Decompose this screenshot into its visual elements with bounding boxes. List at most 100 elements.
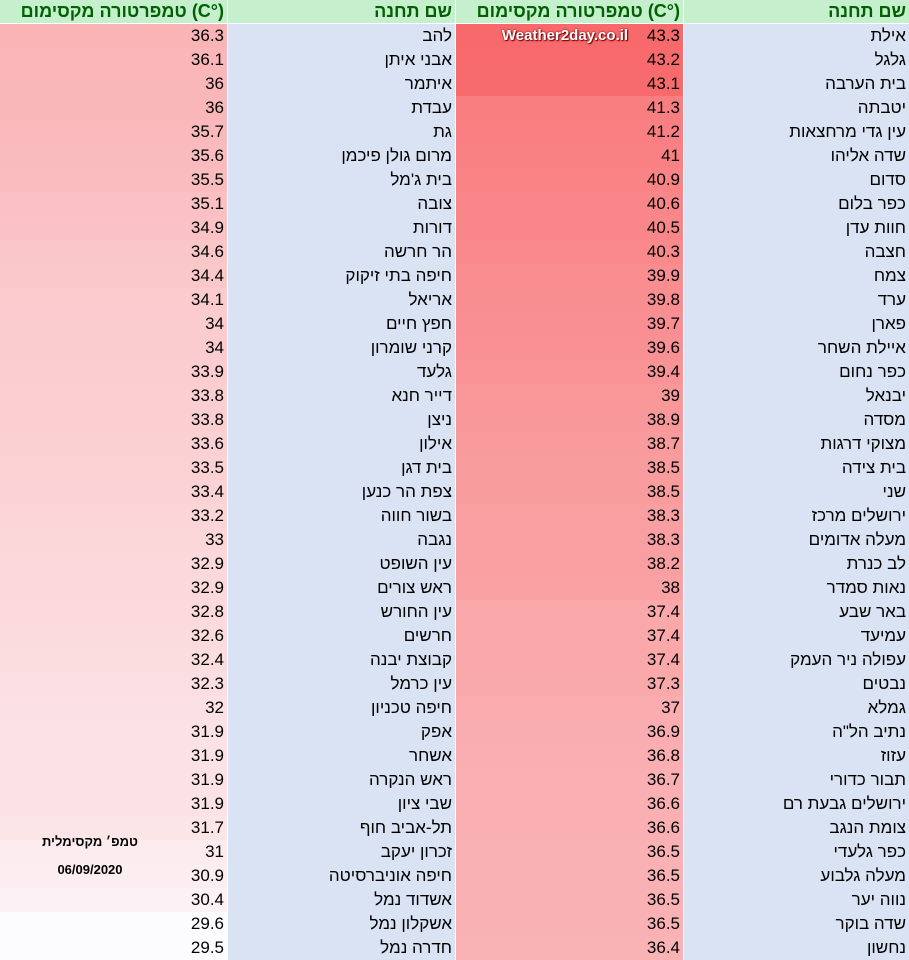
station-name-cell: חוות עדן	[684, 216, 909, 240]
station-name-cell: הר חרשה	[228, 240, 455, 264]
max-temp-cell: 39.4	[456, 360, 683, 384]
station-name-cell: שבי ציון	[228, 792, 455, 816]
station-name-cell: עזוז	[684, 744, 909, 768]
max-temp-cell: 36.6	[456, 816, 683, 840]
max-temp-cell: 34.9	[0, 216, 227, 240]
station-name-cell: מצוקי דרגות	[684, 432, 909, 456]
station-name-cell: צפת הר כנען	[228, 480, 455, 504]
max-temp-cell: 31.9	[0, 744, 227, 768]
header-station-left: שם תחנה	[228, 0, 455, 23]
max-temp-cell: 34.4	[0, 264, 227, 288]
station-name-cell: צובה	[228, 192, 455, 216]
station-name-cell: ניצן	[228, 408, 455, 432]
station-name-cell: להב	[228, 24, 455, 48]
station-name-cell: צמח	[684, 264, 909, 288]
station-name-cell: עבדת	[228, 96, 455, 120]
max-temp-cell: 36.8	[456, 744, 683, 768]
max-temp-cell: 31.7	[0, 816, 227, 840]
max-temp-cell: 36.7	[456, 768, 683, 792]
max-temp-cell: 33.4	[0, 480, 227, 504]
max-temp-cell: 40.5	[456, 216, 683, 240]
max-temp-cell: 32.4	[0, 648, 227, 672]
max-temp-cell: 32.3	[0, 672, 227, 696]
max-temp-cell: 33.8	[0, 384, 227, 408]
max-temp-cell: 37.4	[456, 600, 683, 624]
station-name-cell: אילת	[684, 24, 909, 48]
max-temp-cell: 39.7	[456, 312, 683, 336]
station-name-cell: חדרה נמל	[228, 936, 455, 960]
station-name-cell: עפולה ניר העמק	[684, 648, 909, 672]
max-temp-cell: 30.9	[0, 864, 227, 888]
header-station-right: שם תחנה	[684, 0, 909, 23]
station-name-cell: פארן	[684, 312, 909, 336]
stations-column-right: אילת גלגל בית הערבה יטבתה עין גדי מרחצאות שדה…	[684, 24, 909, 960]
station-name-cell: לב כנרת	[684, 552, 909, 576]
temps-column-right: 43.3 43.2 43.1 41.3 41.2 41 40.9 40.6 40.5 40.3 39…	[456, 24, 683, 960]
station-name-cell: בית ג'מל	[228, 168, 455, 192]
max-temp-cell: 36	[0, 96, 227, 120]
max-temp-cell: 43.1	[456, 72, 683, 96]
max-temp-cell: 36.5	[456, 840, 683, 864]
max-temp-cell: 40.9	[456, 168, 683, 192]
max-temp-cell: 33	[0, 528, 227, 552]
station-name-cell: דייר חנא	[228, 384, 455, 408]
station-name-cell: נתיב הל"ה	[684, 720, 909, 744]
header-label: שם תחנה	[828, 1, 906, 21]
max-temp-cell: 38.3	[456, 504, 683, 528]
station-name-cell: שני	[684, 480, 909, 504]
max-temp-cell: 33.8	[0, 408, 227, 432]
station-name-cell: נחשון	[684, 936, 909, 960]
max-temp-cell: 36.6	[456, 792, 683, 816]
station-name-cell: אפק	[228, 720, 455, 744]
station-name-cell: אשקלון נמל	[228, 912, 455, 936]
station-name-cell: איתמר	[228, 72, 455, 96]
station-name-cell: שדה אליהו	[684, 144, 909, 168]
station-name-cell: גת	[228, 120, 455, 144]
max-temp-cell: 35.7	[0, 120, 227, 144]
station-name-cell: בית דגן	[228, 456, 455, 480]
max-temp-cell: 31.9	[0, 792, 227, 816]
header-label: טמפרטורה מקסימום (C°)	[476, 1, 680, 21]
station-name-cell: קבוצת יבנה	[228, 648, 455, 672]
max-temp-cell: 35.1	[0, 192, 227, 216]
max-temp-cell: 43.2	[456, 48, 683, 72]
station-name-cell: באר שבע	[684, 600, 909, 624]
station-name-cell: דורות	[228, 216, 455, 240]
max-temp-cell: 38	[456, 576, 683, 600]
max-temp-cell: 34	[0, 312, 227, 336]
max-temp-cell: 29.6	[0, 912, 227, 936]
station-name-cell: שדה בוקר	[684, 912, 909, 936]
station-name-cell: גלגל	[684, 48, 909, 72]
max-temp-cell: 34.6	[0, 240, 227, 264]
max-temp-cell: 36.1	[0, 48, 227, 72]
max-temp-cell: 36.9	[456, 720, 683, 744]
station-name-cell: נווה יער	[684, 888, 909, 912]
station-name-cell: בית הערבה	[684, 72, 909, 96]
station-name-cell: עין גדי מרחצאות	[684, 120, 909, 144]
watermark-logo: Weather2day.co.il	[501, 27, 629, 44]
max-temp-cell: 37.4	[456, 648, 683, 672]
max-temp-cell: 38.2	[456, 552, 683, 576]
station-name-cell: אשחר	[228, 744, 455, 768]
station-name-cell: ירושלים מרכז	[684, 504, 909, 528]
station-name-cell: חרשים	[228, 624, 455, 648]
header-label: טמפרטורה מקסימום (C°)	[20, 1, 224, 21]
temps-column-left: 36.3 36.1 36 36 35.7 35.6 35.5 35.1 34.9 34.6 34.4…	[0, 24, 227, 960]
station-name-cell: חיפה אוניברסיטה	[228, 864, 455, 888]
max-temp-cell: 38.3	[456, 528, 683, 552]
max-temp-cell: 36.5	[456, 864, 683, 888]
max-temp-cell: 32	[0, 696, 227, 720]
max-temp-cell: 34.1	[0, 288, 227, 312]
station-name-cell: מסדה	[684, 408, 909, 432]
header-temp-right: טמפרטורה מקסימום (C°)	[456, 0, 683, 23]
station-name-cell: כפר גלעדי	[684, 840, 909, 864]
station-name-cell: ירושלים גבעת רם	[684, 792, 909, 816]
max-temp-cell: 36	[0, 72, 227, 96]
station-name-cell: סדום	[684, 168, 909, 192]
max-temp-cell: 40.6	[456, 192, 683, 216]
station-name-cell: מרום גולן פיכמן	[228, 144, 455, 168]
header-temp-left: טמפרטורה מקסימום (C°)	[0, 0, 227, 23]
max-temp-cell: 33.6	[0, 432, 227, 456]
station-name-cell: נבטים	[684, 672, 909, 696]
